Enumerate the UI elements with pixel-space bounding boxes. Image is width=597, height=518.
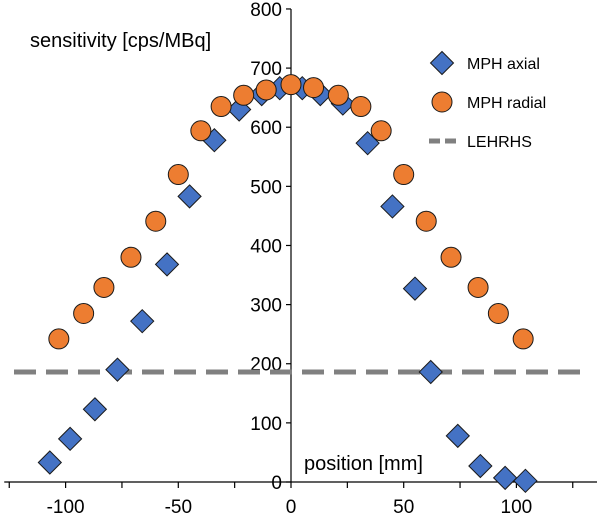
y-tick-label: 600 [250, 118, 282, 139]
mph-axial-point [468, 453, 493, 479]
y-tick-label: 800 [250, 0, 282, 21]
y-tick-label: 500 [250, 177, 282, 198]
mph-radial-point [48, 328, 70, 350]
mph-radial-point [350, 96, 372, 118]
x-tick-label: 50 [393, 497, 414, 518]
mph-radial-point [280, 74, 302, 96]
mph-radial-point [415, 210, 437, 232]
legend-label: MPH axial [467, 56, 540, 73]
mph-radial-point [120, 246, 142, 268]
mph-radial-point [487, 302, 509, 324]
mph-radial-point [327, 84, 349, 106]
mph-radial-point [233, 84, 255, 106]
mph-axial-point [402, 276, 428, 301]
y-tick-label: 100 [250, 414, 282, 435]
mph-axial-point [418, 359, 443, 385]
mph-radial-point [190, 120, 212, 142]
y-tick-label: 400 [250, 236, 282, 257]
mph-axial-point [380, 194, 405, 219]
legend: MPH axial MPH radial LEHRHS [429, 50, 546, 151]
mph-radial-point [303, 77, 325, 99]
legend-label: MPH radial [467, 95, 546, 112]
x-tick-label: -100 [47, 497, 85, 518]
x-tick-label: 100 [501, 497, 533, 518]
mph-axial-point [513, 468, 538, 494]
legend-label: LEHRHS [467, 134, 532, 151]
x-axis-label: position [mm] [304, 453, 423, 475]
mph-axial-point [154, 252, 180, 277]
mph-radial-point [393, 164, 415, 186]
x-ticks: -100 -50 0 50 100 [8, 482, 574, 518]
mph-axial-point [130, 308, 155, 334]
y-tick-label: 0 [271, 473, 282, 494]
mph-radial-point [440, 246, 462, 268]
mph-radial-point [167, 164, 189, 186]
mph-axial-point [82, 397, 108, 422]
mph-axial-point [492, 465, 518, 491]
y-tick-label: 700 [250, 59, 282, 80]
legend-marker-mph-radial [431, 91, 453, 113]
x-tick-label: -50 [165, 497, 192, 518]
y-axis-label: sensitivity [cps/MBq] [30, 30, 211, 52]
mph-axial-point [177, 184, 202, 209]
mph-radial-point [370, 120, 392, 142]
mph-radial-point [255, 79, 277, 101]
mph-radial-point [73, 302, 95, 324]
data-points [37, 74, 538, 494]
mph-radial-point [467, 276, 489, 298]
mph-radial-point [210, 96, 232, 118]
mph-radial-point [512, 328, 534, 350]
mph-axial-point [105, 357, 130, 382]
mph-radial-point [145, 210, 167, 232]
mph-axial-point [445, 423, 471, 449]
y-tick-label: 300 [250, 296, 282, 317]
mph-radial-point [93, 276, 115, 298]
legend-marker-mph-axial [429, 50, 455, 76]
mph-axial-point [57, 426, 83, 452]
mph-axial-point [37, 450, 63, 475]
x-tick-label: 0 [286, 497, 297, 518]
